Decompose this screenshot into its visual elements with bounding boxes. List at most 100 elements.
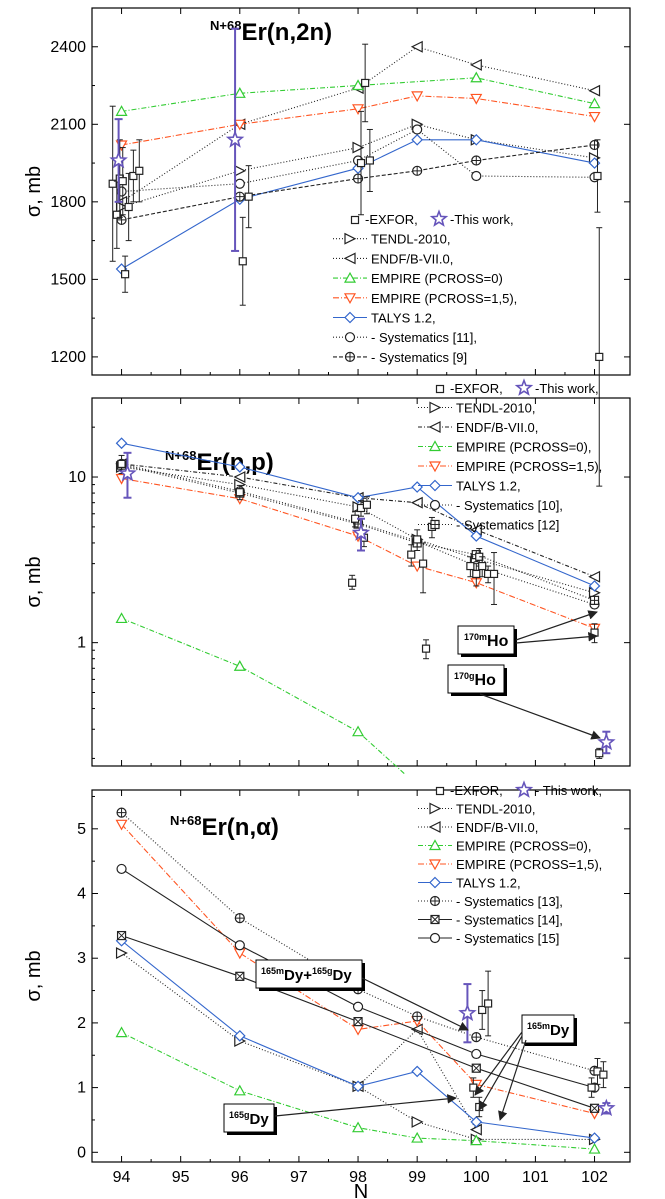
exfor-point xyxy=(235,488,244,497)
data-point xyxy=(234,912,245,924)
legend-label: EMPIRE (PCROSS=0), xyxy=(456,440,591,455)
exfor-point xyxy=(362,500,372,509)
exfor-point xyxy=(124,202,133,212)
annotation-arrow xyxy=(274,1094,457,1117)
legend-label: EMPIRE (PCROSS=0), xyxy=(456,839,591,854)
plot-frame xyxy=(91,397,631,767)
exfor-point xyxy=(599,1070,608,1079)
data-point xyxy=(588,580,601,592)
legend-marker xyxy=(428,859,442,871)
data-point xyxy=(470,93,483,105)
series-line xyxy=(121,139,595,270)
data-point xyxy=(233,1084,246,1096)
data-point xyxy=(352,1024,365,1036)
legend-marker xyxy=(428,821,441,833)
data-point xyxy=(234,191,245,202)
exfor-point xyxy=(135,166,144,175)
legend-marker xyxy=(343,271,357,283)
x-axis-label: N xyxy=(354,1181,368,1199)
legend-marker xyxy=(343,252,356,265)
x-tick-label: 95 xyxy=(172,1169,190,1186)
data-point xyxy=(115,1026,128,1038)
annotation-arrow xyxy=(498,1039,527,1121)
exfor-point xyxy=(478,1005,487,1015)
data-point xyxy=(589,139,600,151)
series-line xyxy=(121,1032,595,1150)
exfor-points xyxy=(117,454,604,759)
annotation-sup: 165g xyxy=(229,1110,250,1120)
this-work-point xyxy=(109,150,128,169)
data-point xyxy=(588,570,601,583)
exfor-point xyxy=(121,270,130,279)
legend-marker xyxy=(428,461,442,473)
this-work-point xyxy=(597,1098,616,1117)
exfor-point xyxy=(466,561,475,571)
exfor-point xyxy=(361,78,370,88)
data-point xyxy=(233,471,246,483)
data-point xyxy=(352,1080,364,1093)
legend-label: - Systematics [14], xyxy=(456,913,563,928)
legend-exfor-marker xyxy=(435,384,445,394)
y-axis-label: σ, mb xyxy=(23,950,45,1001)
x-tick-label: 94 xyxy=(113,1169,131,1186)
data-point xyxy=(352,725,365,737)
y-tick-label: 1 xyxy=(77,1080,86,1097)
legend-marker xyxy=(429,895,441,907)
series-3 xyxy=(115,1026,601,1154)
plot-frame xyxy=(91,7,631,376)
data-point xyxy=(352,79,365,91)
annotation-text: Dy xyxy=(250,1111,270,1128)
series-7 xyxy=(116,930,600,1113)
svg-text:170mHo: 170mHo xyxy=(464,632,509,650)
data-point xyxy=(470,1116,483,1128)
exfor-point xyxy=(413,535,422,544)
series-line xyxy=(121,477,595,629)
exfor-point xyxy=(421,644,431,653)
svg-text:165mDy: 165mDy xyxy=(527,1021,570,1039)
data-point xyxy=(470,133,483,146)
series-4 xyxy=(115,91,601,152)
legend-marker xyxy=(344,311,356,324)
exfor-point xyxy=(595,749,604,758)
chart-title-sup: N+68 xyxy=(170,813,201,828)
annotation-ho170m: 170mHo xyxy=(457,625,517,657)
legend-label: - Systematics [11], xyxy=(371,330,477,345)
annotation-text: Dy xyxy=(550,1022,570,1039)
legend-label: ENDF/B-VII.0, xyxy=(456,820,538,835)
series-line xyxy=(121,442,595,587)
this-work-point xyxy=(225,130,245,148)
legend-label: EMPIRE (PCROSS=1,5), xyxy=(371,291,517,306)
data-point xyxy=(115,819,128,831)
y-tick-label: 1200 xyxy=(50,349,86,366)
legend-marker xyxy=(429,932,441,944)
chart-title: N+68Er(n,2n) xyxy=(210,18,332,46)
legend-marker xyxy=(429,401,442,414)
data-point xyxy=(233,660,246,671)
this-work-point xyxy=(118,463,137,482)
series-7 xyxy=(116,139,600,226)
data-point xyxy=(116,930,127,941)
annotation-dy165g: 165gDy xyxy=(223,1103,277,1135)
legend: -EXFOR, -This work,TENDL-2010, ENDF/B-VII.… xyxy=(418,378,602,533)
data-point xyxy=(411,1131,424,1143)
data-point xyxy=(588,1142,601,1154)
data-point xyxy=(470,71,483,83)
y-tick-label: 2100 xyxy=(50,116,86,133)
legend-label: - Systematics [10], xyxy=(456,498,563,513)
series-3 xyxy=(115,612,406,775)
annotation-arrow xyxy=(515,610,598,641)
data-point xyxy=(412,124,423,135)
series-line xyxy=(121,812,595,1072)
legend-marker xyxy=(429,802,442,815)
y-tick-label: 2 xyxy=(77,1015,86,1032)
plot-frame xyxy=(91,789,631,1163)
legend-thiswork-marker xyxy=(514,780,534,798)
series-6 xyxy=(116,124,600,197)
exfor-point xyxy=(590,628,599,637)
this-work-points xyxy=(109,27,245,252)
legend-exfor-marker xyxy=(350,215,360,225)
annotation-sup: 170g xyxy=(454,671,475,681)
series-line xyxy=(121,464,595,601)
data-point xyxy=(352,104,365,116)
exfor-point xyxy=(407,550,416,559)
